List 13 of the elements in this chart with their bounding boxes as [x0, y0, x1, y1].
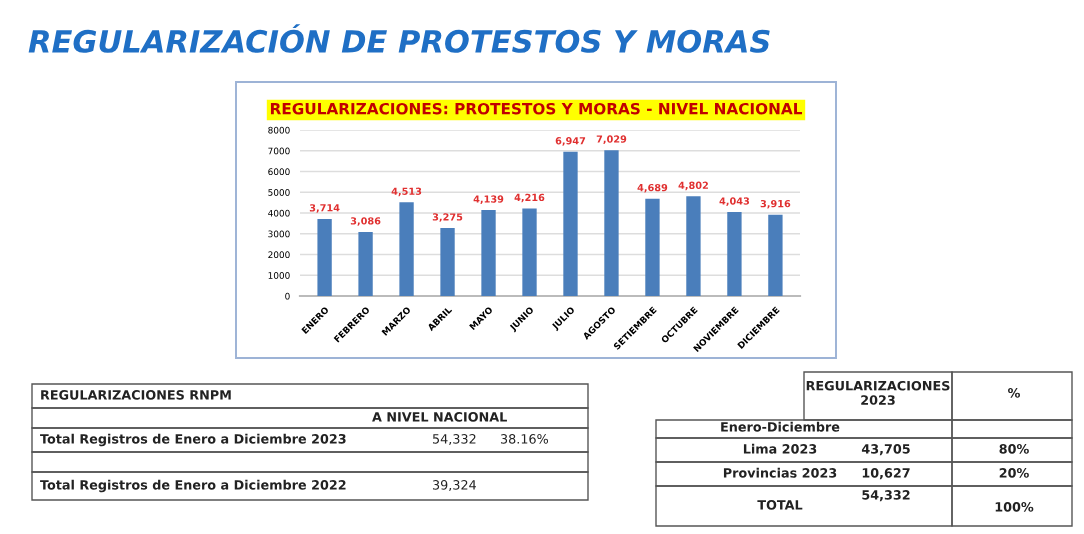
bar: [686, 196, 701, 296]
bar: [645, 198, 660, 296]
bar: [727, 212, 742, 296]
bar: [522, 208, 537, 296]
bar: [399, 202, 414, 296]
bar: [768, 214, 783, 296]
chart-title: REGULARIZACIÓN DE PROTESTOS Y MORAS: [28, 24, 770, 53]
bar: [317, 218, 332, 296]
bar: [481, 210, 496, 296]
bar: [563, 151, 578, 296]
bar: [358, 231, 373, 296]
bar: [440, 228, 455, 296]
bar: [604, 150, 619, 296]
